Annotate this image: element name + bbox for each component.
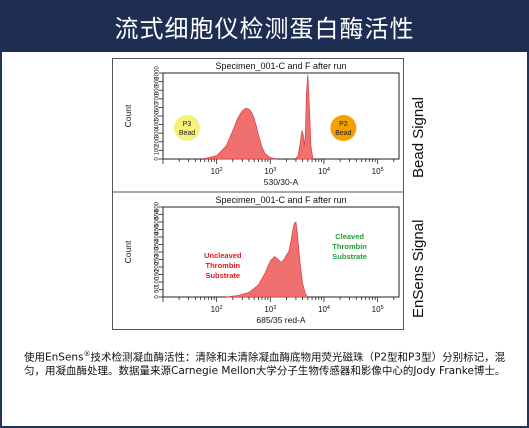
cleaved-label-3: Substrate [332,252,367,261]
histogram-panel-1: Specimen_001-C and F after run 102 103 104 1… [123,61,400,187]
panel-title: Specimen_001-C and F after run [215,61,346,71]
y-axis-label: Count [123,240,133,263]
x-tick-label: 105 [372,167,384,176]
x-axis-label: 530/30-A [264,177,299,187]
y-tick-label: 350 [155,239,161,250]
p3-bead-label-2: Bead [179,130,195,137]
uncleaved-label-3: Substrate [205,271,240,280]
y-tick-label: 100 [155,276,161,287]
plot-area [162,72,400,160]
y-tick-label: 800 [155,85,161,96]
cleaved-label-1: Cleaved [335,232,364,241]
slide-title: 流式细胞仪检测蛋白酶活性 [114,15,415,43]
y-tick-label: 200 [155,261,161,272]
p2-bead-marker [330,115,357,141]
caption-text-post: 技术检测凝血酶活性：清除和未清除凝血酶底物用荧光磁珠（P2型和P3型）分别标记，… [24,351,506,377]
p2-bead-label-1: P2 [339,121,348,128]
y-tick-label: 300 [155,246,161,257]
y-tick-label: 700 [155,93,161,104]
y-tick-label: 400 [155,231,161,242]
caption-text-pre: 使用EnSens [24,351,84,364]
flow-cytometry-figure: Specimen_001-C and F after run 102 103 104 1… [112,58,404,330]
y-tick-label: 250 [155,254,161,265]
y-tick-label: 1000 [155,66,161,80]
y-tick-label: 150 [155,269,161,280]
x-tick-label: 102 [211,305,223,314]
y-tick-label: 400 [155,119,161,130]
y-tick-label: 550 [155,209,161,220]
y-axis-label: Count [123,104,133,127]
title-bar: 流式细胞仪检测蛋白酶活性 [0,0,529,52]
bead-signal-label: Bead Signal [410,97,427,178]
y-tick-label: 200 [155,136,161,147]
y-tick-label: 450 [155,224,161,235]
x-tick-label: 105 [372,305,384,314]
histogram-peak-2 [295,74,314,160]
x-tick-label: 102 [211,167,223,176]
x-tick-label: 104 [318,167,330,176]
histogram-peak-1 [226,221,309,298]
x-tick-label: 104 [318,305,330,314]
y-tick-label: 500 [155,216,161,227]
ensens-signal-label: EnSens Signal [410,219,427,318]
y-tick-label: 300 [155,128,161,139]
uncleaved-label-1: Uncleaved [204,251,242,260]
x-axis-label: 685/35 red-A [256,315,305,325]
histogram-peak-1 [204,107,277,160]
y-tick-label: 600 [155,102,161,113]
y-tick-label: 500 [155,110,161,121]
y-tick-label: 100 [155,145,161,156]
figure-caption: 使用EnSens®技术检测凝血酶活性：清除和未清除凝血酶底物用荧光磁珠（P2型和… [24,348,514,378]
p2-bead-label-2: Bead [335,130,351,137]
cleaved-label-2: Thrombin [332,242,367,251]
y-tick-label: 0 [155,295,161,299]
y-tick-label: 0 [155,157,161,161]
histogram-svg: Specimen_001-C and F after run 102 103 104 1… [113,61,403,325]
registered-mark: ® [83,350,91,358]
y-tick-label: 900 [155,76,161,87]
y-tick-label: 50 [155,286,161,293]
x-tick-label: 103 [264,305,276,314]
panel-title: Specimen_001-C and F after run [215,195,346,205]
p3-bead-label-1: P3 [183,121,192,128]
p3-bead-marker [173,115,200,141]
uncleaved-label-2: Thrombin [205,261,240,270]
histogram-panel-2: Specimen_001-C and F after run 102 103 104 1… [123,195,400,325]
y-tick-label: 600 [155,201,161,212]
x-tick-label: 103 [264,167,276,176]
